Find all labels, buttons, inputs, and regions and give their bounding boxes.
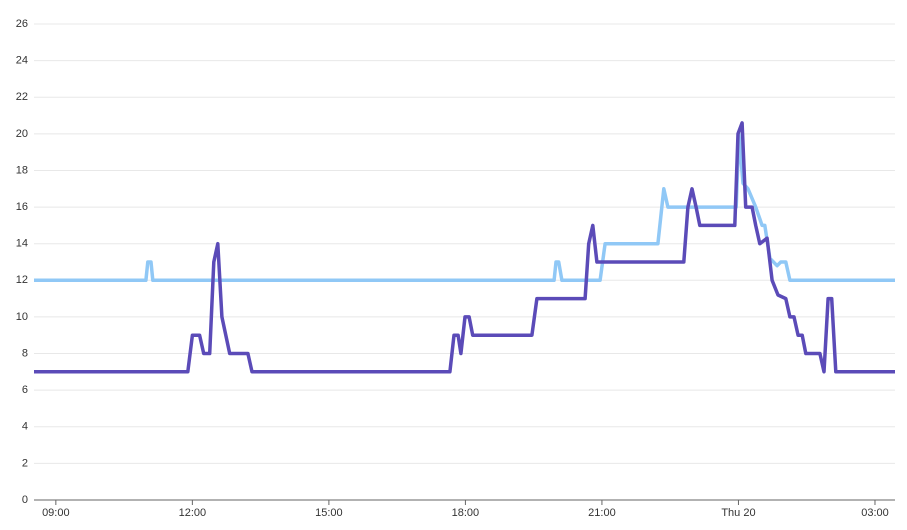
x-tick-label: 21:00: [588, 507, 616, 519]
y-tick-label: 2: [22, 457, 28, 469]
y-tick-label: 18: [16, 164, 28, 176]
y-tick-label: 20: [16, 128, 28, 140]
y-tick-label: 16: [16, 201, 28, 213]
series-line: [34, 132, 895, 283]
x-tick-label: 09:00: [42, 507, 70, 519]
y-tick-label: 8: [22, 347, 28, 359]
y-tick-label: 12: [16, 274, 28, 286]
y-tick-label: 10: [16, 311, 28, 323]
x-tick-label: 12:00: [179, 507, 207, 519]
y-tick-label: 14: [16, 238, 28, 250]
y-tick-label: 22: [16, 91, 28, 103]
x-tick-label: 03:00: [861, 507, 889, 519]
y-tick-label: 0: [22, 494, 28, 506]
y-tick-label: 6: [22, 384, 28, 396]
y-tick-label: 24: [16, 55, 28, 67]
x-tick-label: Thu 20: [721, 507, 755, 519]
y-tick-label: 26: [16, 18, 28, 30]
y-tick-label: 4: [22, 421, 28, 433]
series-line: [34, 121, 895, 374]
x-tick-label: 15:00: [315, 507, 343, 519]
x-tick-label: 18:00: [452, 507, 480, 519]
